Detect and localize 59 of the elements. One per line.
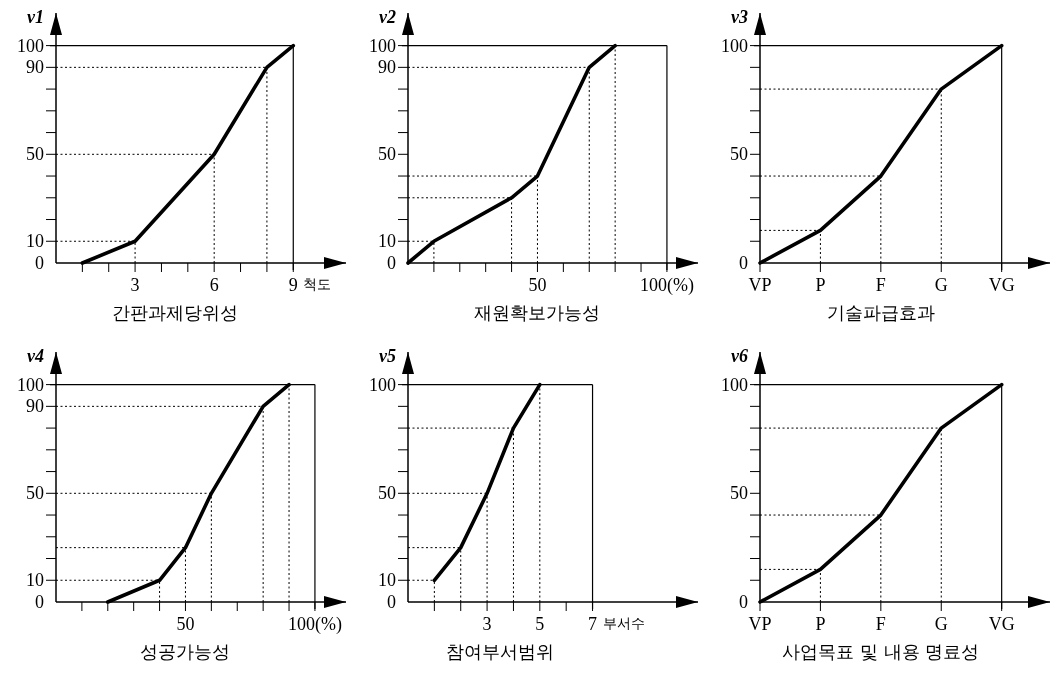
y-axis-title: v5: [379, 346, 396, 366]
y-tick-label: 0: [739, 253, 748, 273]
y-axis-title: v2: [379, 7, 396, 27]
y-tick-label: 0: [387, 253, 396, 273]
y-tick-label: 50: [26, 483, 44, 504]
x-tick-label: 100(%): [287, 614, 342, 635]
y-tick-label: 10: [378, 570, 396, 591]
x-tick-label: VP: [748, 275, 772, 295]
y-tick-label: 50: [378, 144, 396, 165]
y-tick-label: 100: [721, 374, 748, 395]
y-tick-label: 0: [35, 253, 44, 273]
y-tick-label: 100: [721, 35, 748, 56]
text: 척도: [303, 276, 332, 292]
x-tick-label: 3: [482, 614, 492, 634]
y-tick-label: 90: [26, 396, 44, 417]
x-tick-label: 5: [535, 614, 545, 634]
x-axis-title: 간판과제당위성: [111, 302, 238, 323]
x-tick-label: 50: [528, 275, 547, 295]
x-axis-title: 성공가능성: [140, 641, 231, 662]
y-axis-title: v1: [27, 7, 44, 27]
y-tick-label: 50: [378, 483, 396, 504]
x-tick-label: 50: [176, 614, 195, 634]
x-tick-label: 6: [209, 275, 219, 295]
x-tick-label: 3: [130, 275, 140, 295]
y-tick-label: 100: [17, 35, 44, 56]
x-tick-label: F: [875, 614, 886, 634]
x-tick-label: P: [815, 275, 826, 295]
x-tick-label: 100(%): [639, 275, 694, 296]
x-tick-label: 9: [288, 275, 298, 295]
y-axis-title: v3: [731, 7, 748, 27]
x-tick-label: G: [934, 275, 948, 295]
y-tick-label: 10: [26, 231, 44, 252]
y-tick-label: 0: [387, 592, 396, 612]
y-tick-label: 10: [378, 231, 396, 252]
x-axis-title: 재원확보가능성: [474, 302, 601, 323]
y-tick-label: 50: [730, 483, 748, 504]
x-axis-title: 기술파급효과: [826, 302, 935, 323]
x-tick-label: VP: [748, 614, 772, 634]
y-tick-label: 100: [369, 35, 396, 56]
y-tick-label: 0: [739, 592, 748, 612]
x-axis-title: 참여부서범위: [446, 641, 555, 662]
x-tick-label: F: [875, 275, 886, 295]
x-tick-label: VG: [988, 275, 1015, 295]
x-tick-label: 7: [588, 614, 598, 634]
y-axis-title: v4: [27, 346, 44, 366]
y-tick-label: 90: [26, 57, 44, 78]
y-tick-label: 90: [378, 57, 396, 78]
y-tick-label: 10: [26, 570, 44, 591]
y-tick-label: 100: [17, 374, 44, 395]
y-tick-label: 50: [26, 144, 44, 165]
x-axis-title: 사업목표 및 내용 명료성: [782, 641, 980, 662]
x-tick-label: G: [934, 614, 948, 634]
y-tick-label: 100: [369, 374, 396, 395]
x-tick-label: VG: [988, 614, 1015, 634]
x-tick-label: P: [815, 614, 826, 634]
y-tick-label: 0: [35, 592, 44, 612]
y-tick-label: 50: [730, 144, 748, 165]
text: 부서수: [602, 615, 645, 631]
y-axis-title: v6: [731, 346, 748, 366]
